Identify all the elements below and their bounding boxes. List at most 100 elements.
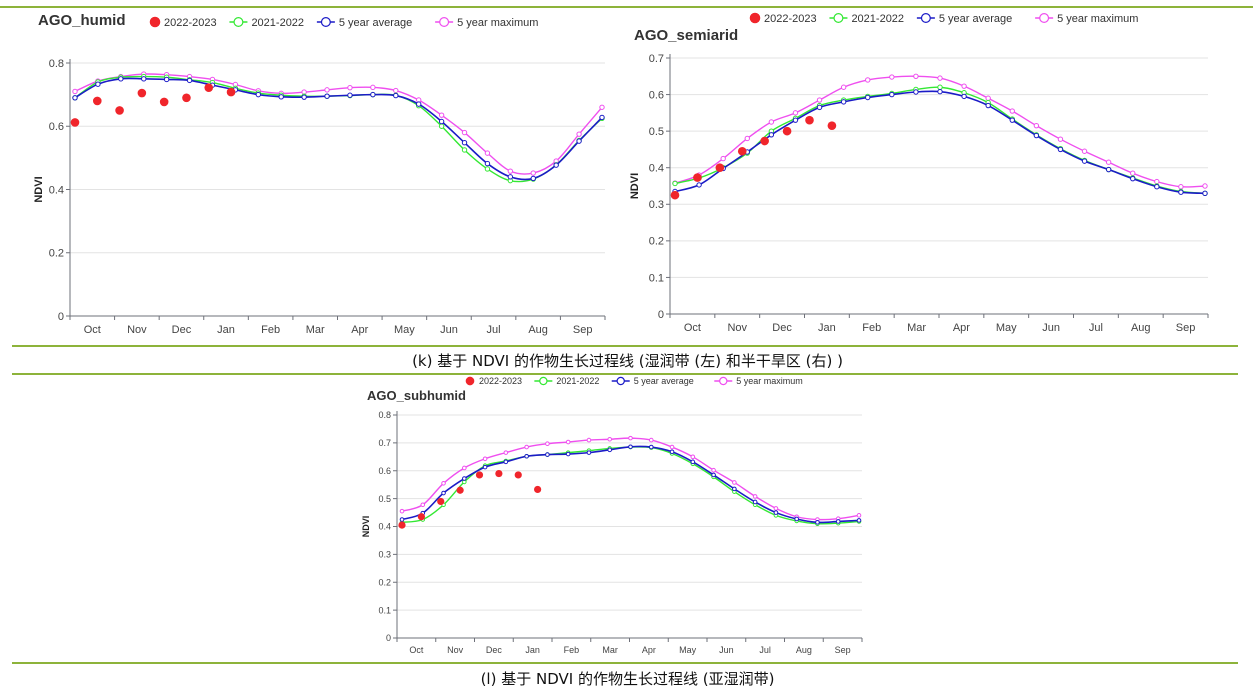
ago-semiarid-x-tick-label: Aug <box>1131 322 1151 334</box>
ago-humid-point-2022-2023 <box>226 87 236 97</box>
ago-humid-line-5-year-maximum <box>74 73 603 175</box>
ago-semiarid-marker-5-year-maximum <box>1202 183 1208 189</box>
ago-humid-x-tick-label: Jul <box>487 324 501 336</box>
ago-subhumid-marker-5-year-average <box>607 447 613 453</box>
ago-humid-line-5-year-average <box>74 77 603 181</box>
ago-subhumid-x-tick-label: Jul <box>759 645 771 655</box>
ago-humid-marker-5-year-maximum <box>370 84 376 91</box>
ago-subhumid-legend-item-2021-2022: 2021-2022 <box>534 376 599 386</box>
ago-humid-point-2022-2023 <box>182 93 191 103</box>
ago-humid-x-tick-label: Mar <box>306 324 325 336</box>
ago-humid-marker-5-year-average <box>95 81 101 87</box>
ago-subhumid-x-tick-label: Oct <box>409 645 424 655</box>
ago-subhumid-marker-5-year-maximum <box>482 456 488 462</box>
ago-semiarid-y-tick-label: 0.6 <box>649 89 664 101</box>
chart-ago-subhumid: 0 0.1 0.2 0.3 0.4 0.5 0.6 0.7 0.8 Oct Nov Dec Jan Feb… <box>361 376 863 655</box>
ago-subhumid-x-tick-label: Jan <box>525 645 540 655</box>
ago-subhumid-point-2022-2023 <box>398 521 406 529</box>
ago-subhumid-legend-swatch <box>465 376 475 386</box>
ago-subhumid-x-tick-label: Mar <box>602 645 618 655</box>
caption-top: (k) 基于 NDVI 的作物生长过程线 (湿润带 (左) 和半干旱区 (右) … <box>412 352 843 370</box>
ago-subhumid-legend-swatch-marker <box>616 376 625 386</box>
ago-semiarid-marker-5-year-maximum <box>889 74 895 80</box>
ago-semiarid-y-tick-label: 0.5 <box>649 126 664 138</box>
ago-subhumid-legend-label: 5 year average <box>634 376 694 386</box>
ago-humid-y-tick-label: 0.8 <box>49 58 64 70</box>
ago-humid-marker-5-year-average <box>393 92 399 99</box>
ago-subhumid-y-axis-title: NDVI <box>361 516 371 538</box>
ago-semiarid-marker-5-year-average <box>1154 184 1160 190</box>
ago-humid-marker-5-year-average <box>461 139 468 146</box>
ago-humid-title: AGO_humid <box>38 12 126 29</box>
ago-semiarid-marker-5-year-average <box>985 102 991 109</box>
ago-humid-marker-5-year-average <box>118 76 124 82</box>
ago-humid-marker-5-year-average <box>530 175 536 182</box>
ago-subhumid-point-2022-2023 <box>437 497 445 506</box>
ago-subhumid-marker-5-year-maximum <box>524 444 529 450</box>
ago-semiarid-marker-5-year-average <box>696 182 702 188</box>
ago-semiarid-marker-5-year-maximum <box>1033 122 1040 129</box>
ago-semiarid-point-2022-2023 <box>715 163 725 173</box>
ago-subhumid-marker-5-year-maximum <box>420 502 426 508</box>
ago-humid-marker-5-year-maximum <box>484 150 491 156</box>
ago-subhumid-line-5-year-maximum <box>401 437 860 521</box>
bottom-caption-upper-rule <box>12 662 1238 664</box>
ago-semiarid-title: AGO_semiarid <box>634 27 738 44</box>
ago-subhumid-marker-5-year-maximum <box>711 467 716 473</box>
ago-humid-legend-swatch-marker <box>233 17 244 28</box>
ago-subhumid-marker-5-year-average <box>648 444 654 450</box>
ago-semiarid-legend-item-5-year-average: 5 year average <box>916 13 1012 25</box>
ago-subhumid-point-2022-2023 <box>456 486 464 494</box>
ago-subhumid-marker-5-year-average <box>835 519 841 524</box>
ago-humid-marker-2021-2022 <box>484 166 491 172</box>
ago-semiarid-line-2021-2022 <box>674 86 1206 195</box>
ago-humid-y-tick-label: 0.4 <box>49 184 64 196</box>
ago-subhumid-legend-item-5-year-maximum: 5 year maximum <box>714 376 803 386</box>
ago-subhumid-legend-label: 2022-2023 <box>479 376 522 386</box>
ago-humid-point-2022-2023 <box>70 118 80 127</box>
ago-semiarid-x-tick-label: Apr <box>953 322 970 334</box>
ago-humid-line-2021-2022 <box>74 75 603 183</box>
ago-semiarid-marker-5-year-maximum <box>720 155 726 162</box>
ago-semiarid-marker-5-year-maximum <box>937 75 943 81</box>
ago-subhumid-marker-5-year-average <box>524 453 529 459</box>
ago-subhumid-x-tick-label: Jun <box>719 645 734 655</box>
ago-subhumid-point-2022-2023 <box>475 471 484 479</box>
ago-semiarid-x-tick-label: Feb <box>862 322 881 334</box>
ago-subhumid-x-tick-label: Dec <box>486 645 503 655</box>
ago-humid-marker-5-year-maximum <box>72 88 78 95</box>
ago-semiarid-marker-5-year-maximum <box>961 83 967 89</box>
ago-semiarid-x-tick-label: Oct <box>684 322 701 334</box>
ago-subhumid-y-tick-label: 0.1 <box>378 605 391 615</box>
ago-subhumid-marker-5-year-average <box>503 459 509 465</box>
ago-humid-marker-5-year-average <box>370 91 376 98</box>
ago-humid-legend-swatch-marker <box>439 17 450 28</box>
ago-subhumid-marker-5-year-average <box>441 490 446 496</box>
ago-semiarid-marker-5-year-maximum <box>1154 178 1160 185</box>
ago-subhumid-legend-label: 2021-2022 <box>556 376 599 386</box>
ago-semiarid-marker-5-year-average <box>840 99 847 105</box>
ago-subhumid-marker-5-year-maximum <box>628 435 633 441</box>
ago-humid-marker-5-year-maximum <box>461 129 468 136</box>
ago-subhumid-point-2022-2023 <box>534 485 542 494</box>
ago-subhumid-marker-5-year-average <box>462 476 467 481</box>
ago-subhumid-point-2022-2023 <box>495 469 503 478</box>
ago-humid-x-tick-label: Dec <box>172 324 192 336</box>
ago-semiarid-marker-5-year-maximum <box>768 119 775 125</box>
ago-subhumid-marker-5-year-maximum <box>441 480 446 486</box>
ago-humid-legend-swatch <box>149 16 161 28</box>
ago-subhumid-marker-5-year-average <box>690 459 696 465</box>
ago-semiarid-x-tick-label: Jun <box>1042 322 1060 334</box>
ago-subhumid-marker-5-year-maximum <box>503 450 509 455</box>
ago-semiarid-marker-2021-2022 <box>937 84 943 90</box>
ago-semiarid-marker-5-year-average <box>1178 189 1184 195</box>
ago-humid-y-tick-label: 0.2 <box>49 248 64 260</box>
ago-semiarid-marker-5-year-average <box>1105 166 1112 173</box>
ago-subhumid-marker-5-year-average <box>732 486 737 492</box>
ago-subhumid-x-tick-label: Aug <box>796 645 812 655</box>
ago-subhumid-y-tick-label: 0.8 <box>378 410 391 420</box>
ago-humid-marker-5-year-average <box>72 95 78 101</box>
ago-semiarid-y-tick-label: 0.4 <box>649 163 664 175</box>
ago-semiarid-marker-5-year-average <box>913 89 919 95</box>
top-caption-upper-rule <box>12 345 1238 347</box>
